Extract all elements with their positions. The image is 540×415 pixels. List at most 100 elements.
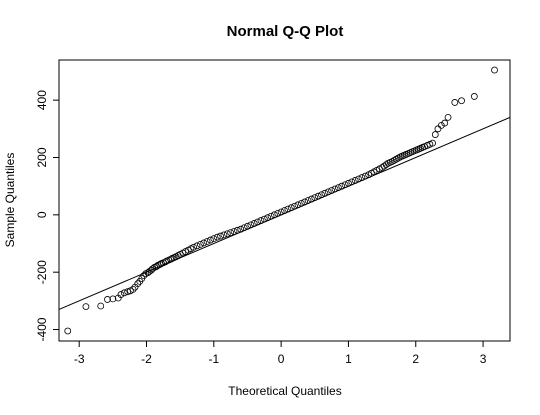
data-point: [149, 265, 156, 273]
data-point: [200, 239, 208, 247]
data-point: [223, 230, 231, 238]
data-point: [220, 231, 228, 239]
data-point: [491, 66, 498, 74]
data-point: [271, 211, 278, 219]
data-point: [210, 235, 218, 243]
data-point: [104, 296, 111, 303]
y-tick-label: 200: [35, 147, 49, 167]
data-point: [328, 187, 336, 194]
data-point: [358, 174, 366, 181]
x-axis-label: Theoretical Quantiles: [228, 384, 341, 398]
data-point: [196, 240, 204, 248]
data-point: [109, 295, 117, 303]
data-point: [190, 243, 198, 251]
data-point: [361, 172, 369, 180]
data-point: [237, 225, 245, 233]
data-point: [314, 192, 322, 200]
data-point: [318, 191, 325, 199]
data-point: [161, 258, 169, 266]
y-tick-label: 400: [35, 90, 49, 110]
x-tick-label: 1: [345, 352, 352, 366]
x-tick-label: 0: [278, 352, 285, 366]
data-point: [257, 217, 265, 224]
data-point: [227, 229, 235, 237]
data-point: [240, 224, 248, 232]
data-point: [331, 185, 339, 193]
x-tick-label: 3: [480, 352, 487, 366]
data-point: [260, 215, 268, 223]
data-point: [338, 182, 346, 190]
data-point: [244, 222, 251, 230]
data-point: [213, 233, 221, 241]
data-point: [167, 255, 175, 263]
data-point: [437, 121, 445, 129]
data-point: [434, 125, 442, 133]
data-point: [120, 289, 128, 297]
data-point: [207, 236, 214, 244]
data-point: [311, 194, 319, 202]
data-point: [217, 232, 224, 240]
data-point: [203, 238, 211, 245]
data-point: [470, 93, 478, 100]
data-point: [324, 188, 332, 196]
data-point: [193, 242, 201, 250]
data-point: [233, 226, 241, 234]
data-point: [129, 285, 137, 293]
y-tick-label: 0: [35, 211, 49, 218]
data-point: [394, 154, 402, 162]
y-tick-label: -200: [35, 260, 49, 284]
data-point: [390, 156, 398, 164]
data-point: [284, 205, 292, 213]
data-point: [287, 204, 295, 212]
data-point: [348, 178, 356, 186]
data-point: [458, 97, 465, 105]
data-point: [281, 207, 288, 214]
data-point: [341, 181, 349, 189]
data-point: [172, 253, 180, 261]
data-point: [380, 162, 388, 170]
chart-title: Normal Q-Q Plot: [227, 23, 344, 40]
data-point: [441, 119, 449, 127]
data-point: [134, 280, 142, 288]
data-point: [64, 327, 72, 335]
data-point: [355, 175, 362, 183]
y-tick-label: -400: [35, 317, 49, 341]
data-point: [264, 214, 272, 222]
data-point: [321, 189, 329, 197]
x-axis: -3 -2 -1 0 1 2 3: [74, 341, 487, 366]
y-axis: -400 -200 0 200 400: [35, 90, 59, 342]
data-point: [429, 139, 436, 147]
data-point: [291, 202, 298, 210]
data-point: [117, 291, 125, 298]
data-point: [392, 155, 400, 163]
x-tick-label: -1: [208, 352, 219, 366]
data-point: [247, 221, 255, 229]
data-point: [156, 261, 164, 268]
data-point: [250, 220, 258, 227]
data-point: [254, 218, 261, 226]
plot-frame: [58, 59, 511, 342]
data-point: [444, 113, 452, 121]
data-point: [97, 302, 105, 310]
data-point: [294, 201, 302, 209]
data-point: [274, 210, 282, 217]
data-point: [230, 228, 238, 235]
data-point: [388, 158, 396, 165]
y-axis-label: Sample Quantiles: [3, 153, 17, 248]
x-tick-label: -3: [74, 352, 85, 366]
data-point: [277, 208, 285, 216]
data-point: [451, 99, 459, 106]
data-point: [304, 197, 312, 204]
data-point: [345, 179, 352, 187]
x-tick-label: -2: [141, 352, 152, 366]
data-point: [351, 177, 359, 184]
data-point: [267, 212, 275, 220]
data-point: [382, 161, 390, 169]
data-point: [334, 184, 342, 191]
data-point: [301, 198, 309, 206]
data-point: [431, 131, 439, 138]
data-point: [82, 303, 90, 310]
x-tick-label: 2: [412, 352, 419, 366]
data-point: [297, 199, 305, 207]
